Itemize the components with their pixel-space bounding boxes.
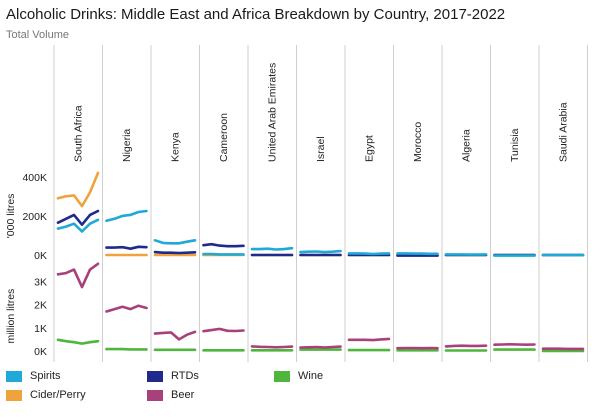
- category-label-egypt: Egypt: [363, 135, 375, 162]
- legend-swatch-cider-perry: [6, 389, 22, 401]
- y-tick-label-bottom: 2K: [34, 300, 47, 312]
- category-label-united-arab-emirates: United Arab Emirates: [266, 63, 278, 162]
- series-line-rtds-nigeria: [105, 245, 148, 250]
- legend-label-cider-perry: Cider/Perry: [30, 389, 86, 401]
- y-axis-label-top: '000 litres: [5, 194, 17, 239]
- series-line-beer-algeria: [444, 344, 488, 348]
- legend-label-beer: Beer: [171, 389, 195, 401]
- series-line-spirits-nigeria: [105, 209, 148, 223]
- series-line-beer-kenya: [153, 330, 197, 341]
- series-line-spirits-kenya: [153, 239, 197, 245]
- y-tick-label-top: 400K: [22, 172, 47, 184]
- category-label-saudi-arabia: Saudi Arabia: [557, 102, 569, 162]
- category-label-tunisia: Tunisia: [509, 128, 521, 162]
- y-tick-label-bottom: 1K: [34, 323, 47, 335]
- legend-swatch-wine: [274, 370, 290, 382]
- category-label-south-africa: South Africa: [72, 105, 84, 162]
- series-line-cider-perry-south-africa: [56, 171, 100, 208]
- series-line-beer-israel: [299, 345, 342, 349]
- series-line-spirits-south-africa: [56, 218, 100, 233]
- legend-label-rtds: RTDs: [171, 370, 199, 382]
- category-label-nigeria: Nigeria: [121, 129, 133, 162]
- series-line-beer-egypt: [347, 337, 391, 342]
- series-line-beer-nigeria: [105, 304, 148, 313]
- series-line-beer-cameroon: [202, 327, 245, 333]
- series-line-spirits-egypt: [347, 252, 391, 256]
- chart-subtitle: Total Volume: [6, 29, 69, 41]
- legend-item-beer: Beer: [147, 389, 194, 401]
- chart-title: Alcoholic Drinks: Middle East and Africa…: [6, 6, 506, 23]
- category-label-kenya: Kenya: [169, 132, 181, 162]
- y-tick-label-top: 200K: [22, 211, 47, 223]
- series-line-wine-south-africa: [56, 338, 100, 345]
- legend-label-wine: Wine: [298, 370, 324, 382]
- category-label-cameroon: Cameroon: [218, 113, 230, 162]
- series-line-rtds-kenya: [153, 250, 197, 255]
- category-label-israel: Israel: [315, 136, 327, 162]
- legend-swatch-beer: [147, 389, 163, 401]
- series-line-beer-south-africa: [56, 262, 100, 289]
- y-tick-label-bottom: 3K: [34, 276, 47, 288]
- y-tick-label-bottom: 0K: [34, 346, 47, 358]
- series-line-beer-united-arab-emirates: [250, 345, 294, 349]
- series-line-spirits-israel: [299, 249, 342, 254]
- series-line-rtds-south-africa: [56, 209, 100, 226]
- y-tick-label-top: 0K: [34, 250, 47, 262]
- category-label-algeria: Algeria: [460, 129, 472, 162]
- category-label-morocco: Morocco: [412, 122, 424, 162]
- legend-swatch-rtds: [147, 370, 163, 382]
- legend-item-wine: Wine: [274, 370, 323, 382]
- legend-label-spirits: Spirits: [30, 370, 61, 382]
- legend-item-spirits: Spirits: [6, 370, 61, 382]
- series-line-rtds-cameroon: [202, 242, 245, 248]
- legend-item-rtds: RTDs: [147, 370, 199, 382]
- legend-swatch-spirits: [6, 370, 22, 382]
- series-line-spirits-united-arab-emirates: [250, 246, 294, 251]
- y-axis-label-bottom: million litres: [5, 289, 17, 344]
- legend-item-cider-perry: Cider/Perry: [6, 389, 86, 401]
